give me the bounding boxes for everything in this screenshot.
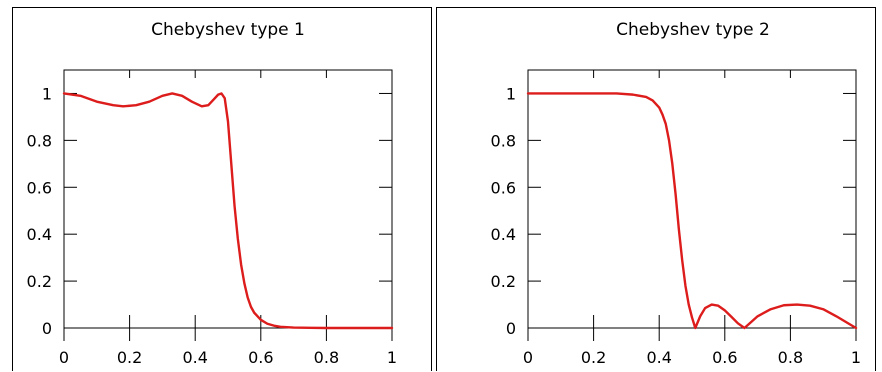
series-line (62, 92, 394, 330)
y-tick-label: 0.6 (491, 178, 516, 197)
y-tick-label: 0.6 (27, 178, 52, 197)
chart-title: Chebyshev type 2 (616, 20, 770, 40)
x-tick-label: 0.6 (248, 348, 273, 367)
y-tick-label: 1 (42, 84, 52, 103)
x-tick-label: 0.6 (712, 348, 737, 367)
x-tick-label: 0 (59, 348, 69, 367)
y-tick-label: 0.4 (27, 225, 52, 244)
tick-group: 0 0.2 0.4 0.6 0.8 1 0 0.2 0.4 0.6 0.8 1 (491, 70, 861, 367)
series-line (526, 92, 858, 330)
chart-panel-chebyshev-type-2: Chebyshev type 2 0 0.2 0.4 0.6 0.8 1 0 0.2 0.4 0.… (436, 7, 876, 371)
x-tick-label: 0.8 (314, 348, 339, 367)
y-tick-label: 0.2 (491, 272, 516, 291)
y-tick-label: 0.2 (27, 272, 52, 291)
chart-svg-type-1: Chebyshev type 1 0 0.2 0.4 0.6 0.8 1 0 0.2 0.4 0.… (27, 20, 398, 367)
y-tick-label: 0 (506, 319, 516, 338)
x-tick-label: 0.2 (117, 348, 142, 367)
tick-group: 0 0.2 0.4 0.6 0.8 1 0 0.2 0.4 0.6 0.8 1 (27, 70, 397, 367)
x-tick-label: 0.4 (182, 348, 207, 367)
chart-svg-type-2: Chebyshev type 2 0 0.2 0.4 0.6 0.8 1 0 0.2 0.4 0.… (491, 20, 862, 367)
chart-panel-chebyshev-type-1: Chebyshev type 1 0 0.2 0.4 0.6 0.8 1 0 0.2 0.4 0.… (12, 7, 432, 371)
y-tick-label: 0.8 (27, 131, 52, 150)
plot-frame (527, 69, 857, 329)
x-tick-label: 0.8 (778, 348, 803, 367)
y-tick-label: 0.8 (491, 131, 516, 150)
plot-frame (63, 69, 393, 329)
x-tick-label: 0 (523, 348, 533, 367)
y-tick-label: 0 (42, 319, 52, 338)
x-tick-label: 0.2 (581, 348, 606, 367)
y-tick-label: 1 (506, 84, 516, 103)
chart-title: Chebyshev type 1 (151, 20, 305, 40)
y-tick-label: 0.4 (491, 225, 516, 244)
x-tick-label: 1 (851, 348, 861, 367)
x-tick-label: 1 (387, 348, 397, 367)
x-tick-label: 0.4 (646, 348, 671, 367)
